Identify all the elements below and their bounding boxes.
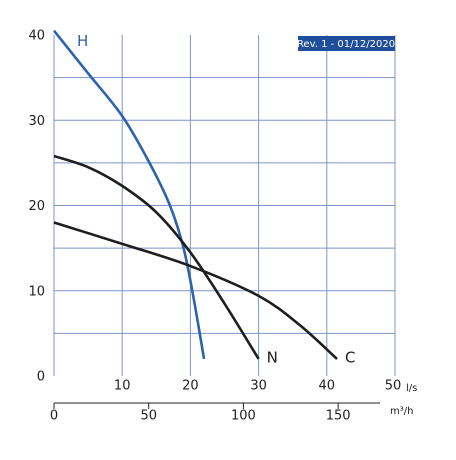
curve (53, 221, 338, 360)
curve-label: H (77, 32, 88, 50)
x-tick-label: 10 (114, 379, 131, 394)
y-tick-label: 10 (28, 284, 45, 299)
x-tick-label: 50 (385, 379, 402, 394)
annotation-box (298, 36, 395, 51)
x2-tick-label: 0 (50, 409, 58, 424)
curve-label: N (267, 348, 278, 366)
y-tick-label: 30 (28, 114, 45, 129)
x-axis-label: l/s (406, 383, 417, 394)
x-tick-label: 30 (250, 379, 267, 394)
annotation: Rev. 1 - 01/12/2020 (297, 39, 395, 50)
x-tick-label: 40 (319, 379, 336, 394)
x2-axis-label: m³/h (390, 406, 413, 417)
x2-tick-label: 100 (231, 409, 256, 424)
curve-label: C (345, 348, 355, 366)
curve (53, 154, 260, 360)
y-tick-label: 20 (28, 199, 45, 214)
y-tick-label: 40 (28, 29, 45, 44)
x2-tick-label: 150 (326, 409, 351, 424)
y-tick-label: 0 (37, 370, 45, 385)
x2-tick-label: 50 (140, 409, 157, 424)
x-tick-label: 20 (182, 379, 199, 394)
curve (52, 29, 206, 360)
